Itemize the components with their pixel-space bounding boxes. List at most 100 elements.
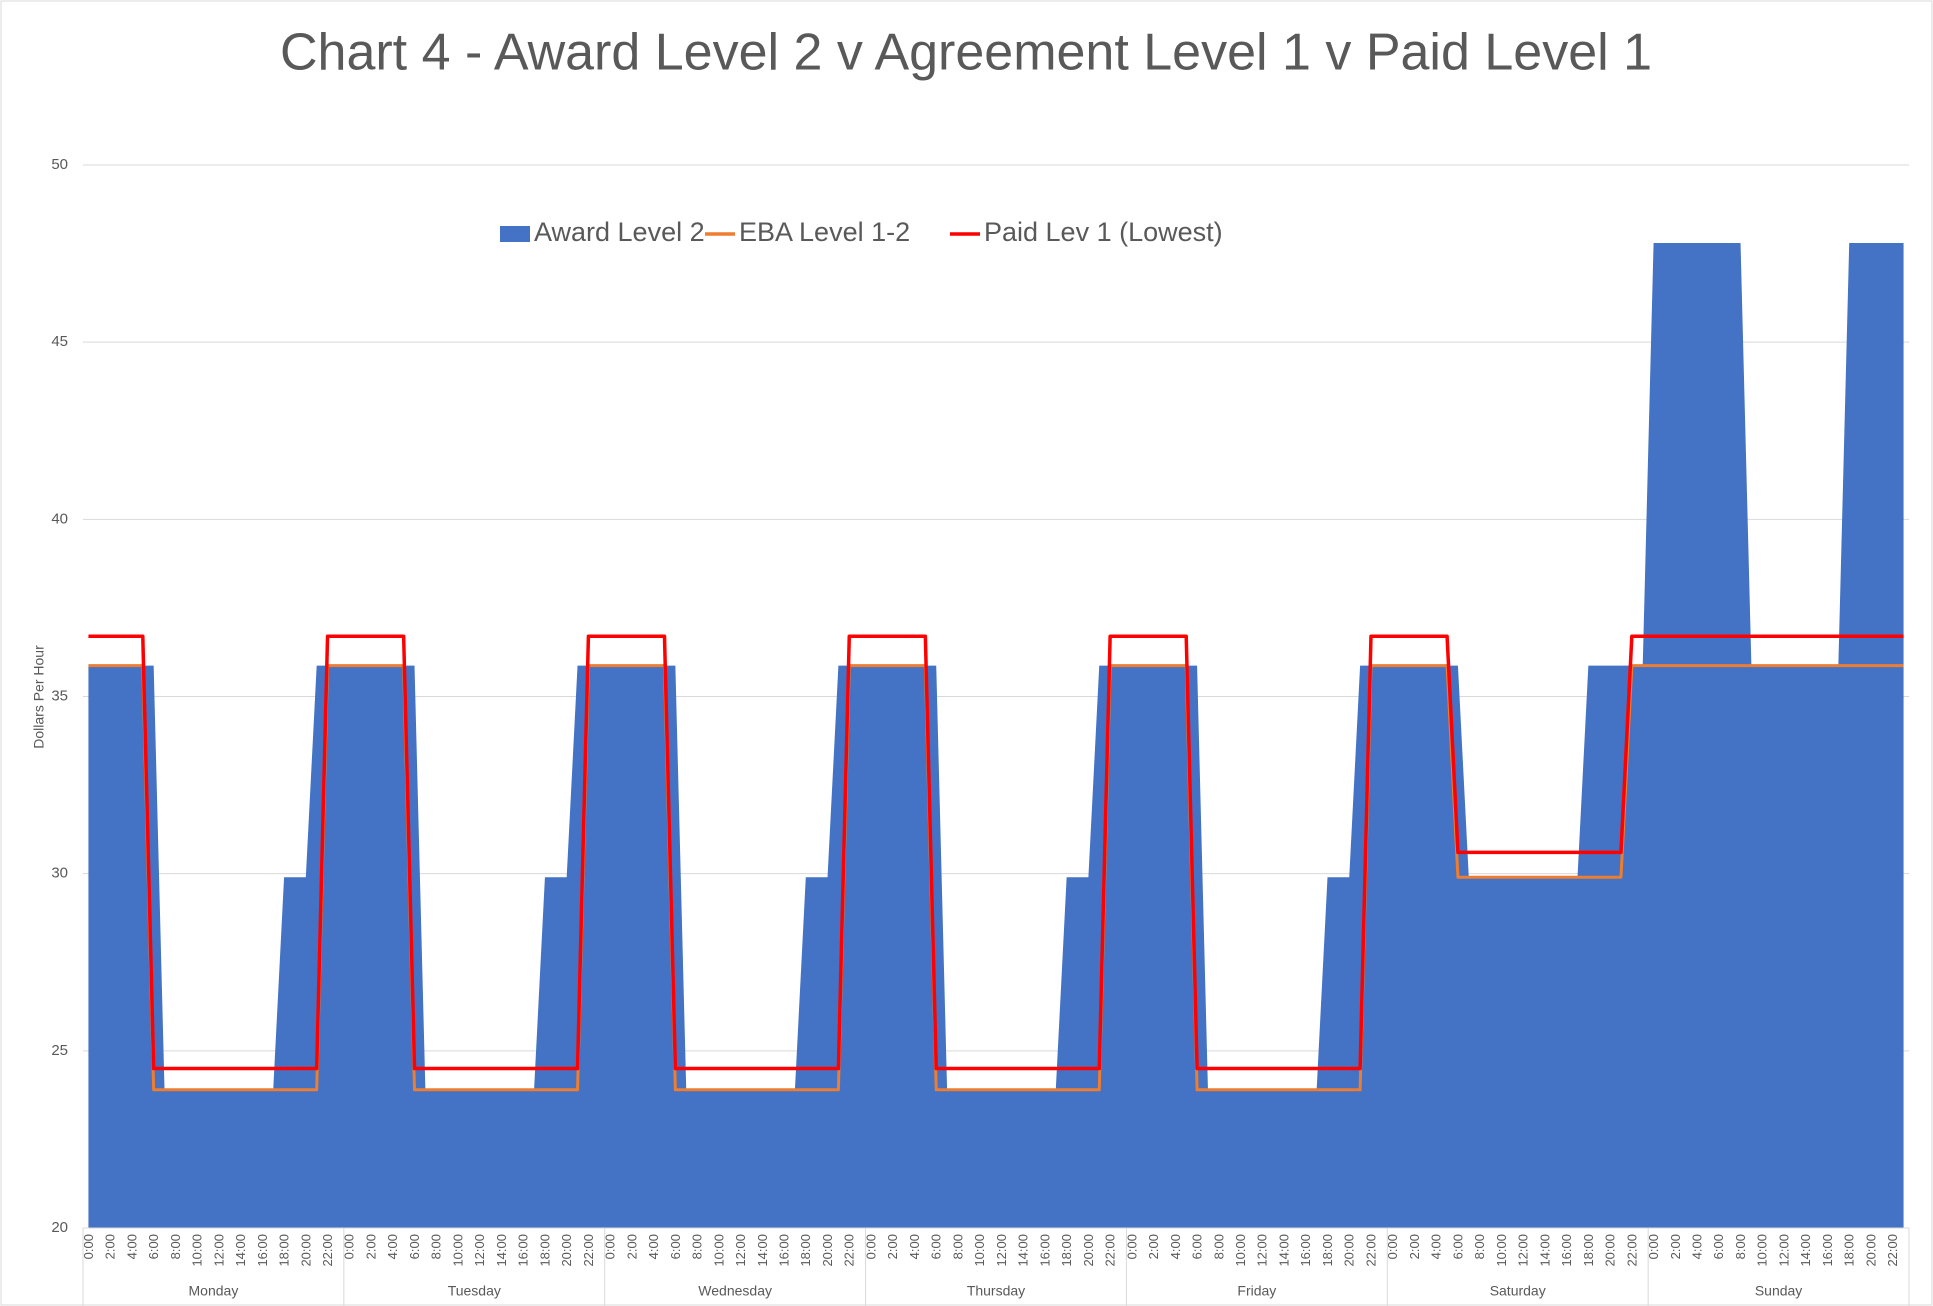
x-tick-label: 16:00 xyxy=(1820,1234,1835,1267)
x-tick-label: 10:00 xyxy=(450,1234,465,1267)
x-tick-label: 2:00 xyxy=(1407,1234,1422,1259)
x-tick-label: 16:00 xyxy=(1298,1234,1313,1267)
y-tick-label: 20 xyxy=(51,1219,68,1236)
x-tick-label: 10:00 xyxy=(190,1234,205,1267)
group-label: Saturday xyxy=(1490,1283,1546,1299)
x-tick-label: 22:00 xyxy=(1363,1234,1378,1267)
x-tick-label: 16:00 xyxy=(255,1234,270,1267)
legend-swatch xyxy=(500,226,530,242)
x-tick-label: 14:00 xyxy=(1537,1234,1552,1267)
x-tick-label: 0:00 xyxy=(603,1234,618,1259)
x-tick-label: 2:00 xyxy=(885,1234,900,1259)
x-tick-label: 8:00 xyxy=(1733,1234,1748,1259)
y-axis-label: Dollars Per Hour xyxy=(31,645,47,749)
x-tick-label: 0:00 xyxy=(1646,1234,1661,1259)
x-tick-label: 2:00 xyxy=(1146,1234,1161,1259)
x-tick-label: 14:00 xyxy=(233,1234,248,1267)
x-tick-label: 22:00 xyxy=(581,1234,596,1267)
x-tick-label: 12:00 xyxy=(1776,1234,1791,1267)
x-tick-label: 18:00 xyxy=(798,1234,813,1267)
x-tick-label: 4:00 xyxy=(385,1234,400,1259)
x-tick-label: 16:00 xyxy=(1559,1234,1574,1267)
x-tick-label: 2:00 xyxy=(1668,1234,1683,1259)
x-tick-label: 4:00 xyxy=(646,1234,661,1259)
x-tick-label: 4:00 xyxy=(124,1234,139,1259)
x-tick-label: 12:00 xyxy=(994,1234,1009,1267)
x-tick-label: 14:00 xyxy=(494,1234,509,1267)
line xyxy=(88,634,1904,1071)
x-tick-label: 12:00 xyxy=(1255,1234,1270,1267)
group-label: Wednesday xyxy=(698,1283,772,1299)
x-tick-label: 12:00 xyxy=(211,1234,226,1267)
group-label: Thursday xyxy=(967,1283,1025,1299)
y-tick-label: 45 xyxy=(51,333,68,350)
line xyxy=(88,664,1904,1092)
x-tick-label: 22:00 xyxy=(1103,1234,1118,1267)
x-tick-label: 6:00 xyxy=(1450,1234,1465,1259)
area xyxy=(88,242,1904,1228)
x-tick-label: 8:00 xyxy=(429,1234,444,1259)
x-tick-label: 18:00 xyxy=(1320,1234,1335,1267)
x-tick-label: 20:00 xyxy=(820,1234,835,1267)
x-tick-label: 18:00 xyxy=(1581,1234,1596,1267)
x-tick-label: 20:00 xyxy=(559,1234,574,1267)
x-tick-label: 2:00 xyxy=(624,1234,639,1259)
x-tick-label: 0:00 xyxy=(1124,1234,1139,1259)
legend-label: Paid Lev 1 (Lowest) xyxy=(984,217,1223,247)
x-tick-label: 20:00 xyxy=(1603,1234,1618,1267)
x-tick-label: 6:00 xyxy=(668,1234,683,1259)
x-tick-label: 12:00 xyxy=(1516,1234,1531,1267)
y-tick-label: 35 xyxy=(51,687,68,704)
x-tick-label: 0:00 xyxy=(863,1234,878,1259)
x-tick-label: 16:00 xyxy=(516,1234,531,1267)
x-tick-label: 6:00 xyxy=(146,1234,161,1259)
x-tick-label: 22:00 xyxy=(320,1234,335,1267)
x-tick-label: 20:00 xyxy=(1342,1234,1357,1267)
x-tick-label: 18:00 xyxy=(1059,1234,1074,1267)
x-tick-label: 22:00 xyxy=(842,1234,857,1267)
x-tick-label: 20:00 xyxy=(1863,1234,1878,1267)
x-tick-label: 8:00 xyxy=(1472,1234,1487,1259)
group-label: Monday xyxy=(189,1283,239,1299)
x-tick-label: 14:00 xyxy=(755,1234,770,1267)
y-tick-label: 30 xyxy=(51,865,68,882)
y-tick-label: 25 xyxy=(51,1042,68,1059)
x-tick-label: 20:00 xyxy=(1081,1234,1096,1267)
x-tick-label: 8:00 xyxy=(168,1234,183,1259)
x-tick-label: 2:00 xyxy=(363,1234,378,1259)
x-tick-label: 22:00 xyxy=(1624,1234,1639,1267)
x-tick-label: 14:00 xyxy=(1276,1234,1291,1267)
group-label: Sunday xyxy=(1755,1283,1802,1299)
x-tick-label: 10:00 xyxy=(1494,1234,1509,1267)
x-tick-label: 6:00 xyxy=(407,1234,422,1259)
x-tick-label: 6:00 xyxy=(1190,1234,1205,1259)
x-tick-label: 18:00 xyxy=(1842,1234,1857,1267)
x-tick-label: 18:00 xyxy=(277,1234,292,1267)
x-tick-label: 14:00 xyxy=(1798,1234,1813,1267)
x-tick-label: 0:00 xyxy=(1385,1234,1400,1259)
x-tick-label: 12:00 xyxy=(472,1234,487,1267)
x-tick-label: 16:00 xyxy=(1037,1234,1052,1267)
x-tick-label: 4:00 xyxy=(907,1234,922,1259)
x-tick-label: 8:00 xyxy=(950,1234,965,1259)
x-tick-label: 14:00 xyxy=(1016,1234,1031,1267)
x-tick-label: 0:00 xyxy=(342,1234,357,1259)
x-tick-label: 10:00 xyxy=(972,1234,987,1267)
x-tick-label: 10:00 xyxy=(1755,1234,1770,1267)
y-tick-label: 40 xyxy=(51,510,68,527)
legend-label: Award Level 2 xyxy=(534,217,705,247)
x-tick-label: 2:00 xyxy=(103,1234,118,1259)
x-tick-label: 18:00 xyxy=(537,1234,552,1267)
x-tick-label: 8:00 xyxy=(1211,1234,1226,1259)
x-tick-label: 0:00 xyxy=(81,1234,96,1259)
x-tick-label: 22:00 xyxy=(1885,1234,1900,1267)
group-label: Friday xyxy=(1237,1283,1276,1299)
x-tick-label: 4:00 xyxy=(1168,1234,1183,1259)
x-tick-label: 10:00 xyxy=(1233,1234,1248,1267)
legend-label: EBA Level 1-2 xyxy=(739,217,910,247)
y-tick-label: 50 xyxy=(51,156,68,173)
x-tick-label: 4:00 xyxy=(1429,1234,1444,1259)
x-tick-label: 8:00 xyxy=(690,1234,705,1259)
